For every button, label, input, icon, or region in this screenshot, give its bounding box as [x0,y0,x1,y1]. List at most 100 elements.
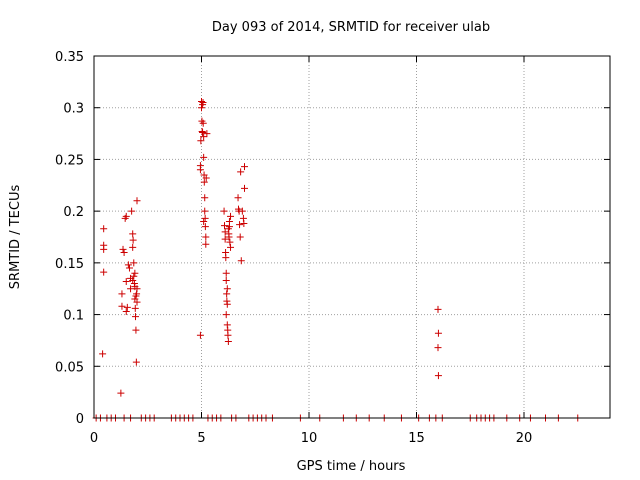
data-point [237,257,245,265]
x-tick-label: 20 [516,431,533,446]
data-point [226,238,234,246]
data-point [131,269,139,277]
data-point [234,194,242,202]
data-point [223,300,231,308]
data-point [100,245,108,253]
data-point [100,268,108,276]
data-point [133,298,141,306]
data-point [129,276,137,284]
y-tick-label: 0.15 [55,257,84,272]
data-point [222,254,230,262]
data-point [199,119,207,127]
data-point [122,212,130,220]
data-point [434,329,442,337]
data-point [222,311,230,319]
data-point [130,272,138,280]
data-point [199,99,207,107]
data-point [238,207,246,215]
data-point [131,313,139,321]
data-point [132,326,140,334]
data-point [240,220,248,228]
data-point [227,212,235,220]
data-point [129,236,137,244]
data-point [198,98,205,106]
data-point [131,304,139,312]
data-point [120,249,128,257]
data-point [202,174,210,182]
data-point [132,292,140,300]
data-point [227,243,235,251]
data-point [203,130,211,138]
data-point [118,302,126,310]
data-point [202,233,210,241]
data-point [100,225,108,233]
y-tick-label: 0.2 [63,205,84,220]
data-point [117,389,125,397]
x-tick-label: 10 [301,431,318,446]
data-point [202,240,210,248]
y-axis-label: SRMTID / TECUs [8,185,23,290]
data-point [236,233,244,241]
x-axis-label: GPS time / hours [297,459,406,474]
data-point [118,290,126,298]
data-point [122,307,130,315]
data-point [125,264,133,272]
data-point [129,243,137,251]
data-point [198,104,205,112]
data-point [222,276,230,284]
y-tick-label: 0.25 [55,153,84,168]
x-tick-label: 15 [408,431,425,446]
data-point [132,358,140,366]
data-point [200,153,208,161]
data-point [123,303,131,311]
data-point [223,285,231,293]
data-point [201,207,209,215]
x-tick-label: 0 [90,431,98,446]
data-point [133,197,141,205]
axis-ticks: 0 0.05 0.1 0.15 0.2 0.25 0.3 0.35 0 5 10 15 20 [55,50,610,446]
data-point [119,245,127,253]
data-point [225,223,233,231]
data-points [92,98,582,422]
data-point [201,194,209,202]
data-point [196,331,204,339]
data-point [434,372,442,380]
y-tick-label: 0 [76,412,84,427]
data-point [241,163,248,171]
data-point [434,344,442,352]
x-tick-label: 5 [197,431,205,446]
data-point [124,261,132,269]
data-point [201,223,209,231]
data-point [196,166,204,174]
chart-title: Day 093 of 2014, SRMTID for receiver ula… [212,20,490,35]
grid-lines [94,56,610,418]
data-point [200,178,208,186]
y-tick-label: 0.05 [55,360,84,375]
data-point [130,259,138,267]
data-point [122,277,130,285]
y-tick-label: 0.35 [55,50,84,65]
data-point [221,235,229,243]
data-point [127,285,135,293]
data-point [128,207,136,215]
data-point [200,217,208,225]
data-point [224,331,232,339]
data-point [221,222,229,230]
data-point [222,269,230,277]
plot-frame [93,55,611,419]
data-point [99,350,107,358]
data-point [434,305,442,313]
data-point [201,214,209,222]
data-point [133,285,141,293]
data-point [199,129,207,137]
data-point [236,221,244,229]
data-point [237,168,245,176]
data-point [224,337,232,345]
data-point [225,233,233,241]
data-point [200,133,208,141]
data-point [129,230,137,238]
y-tick-label: 0.1 [63,309,84,324]
data-point [221,228,229,236]
data-point [197,137,205,145]
